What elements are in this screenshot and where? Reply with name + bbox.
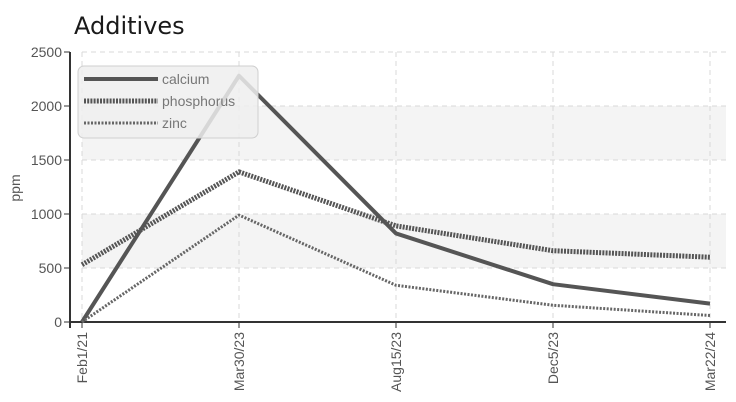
legend-box bbox=[77, 65, 259, 139]
series-line-calcium bbox=[80, 73, 711, 324]
axes bbox=[64, 51, 726, 328]
y-tick-labels: 0 500 1000 1500 2000 2500 bbox=[31, 44, 62, 330]
x-tick-labels: Feb1/21 Mar30/23 Aug15/23 Dec5/23 Mar22/24 bbox=[74, 332, 718, 392]
y-tick-label: 500 bbox=[39, 260, 63, 276]
y-tick-label: 1000 bbox=[31, 206, 62, 222]
y-tick-label: 0 bbox=[54, 314, 62, 330]
series-lines bbox=[80, 73, 711, 324]
y-axis-label: ppm bbox=[7, 174, 23, 201]
grid-band bbox=[82, 214, 726, 268]
legend-label-calcium: calcium bbox=[162, 71, 209, 87]
y-tick-label: 1500 bbox=[31, 152, 62, 168]
legend: calcium phosphorus zinc bbox=[77, 65, 259, 139]
y-tick-label: 2500 bbox=[31, 44, 62, 60]
legend-label-zinc: zinc bbox=[162, 115, 187, 131]
x-tick-label: Feb1/21 bbox=[74, 332, 90, 384]
x-tick-label: Dec5/23 bbox=[545, 332, 561, 384]
x-tick-label: Mar22/24 bbox=[702, 332, 718, 391]
chart-title: Additives bbox=[74, 12, 185, 40]
series-line-zinc bbox=[81, 213, 711, 324]
x-tick-label: Aug15/23 bbox=[388, 332, 404, 392]
y-tick-label: 2000 bbox=[31, 98, 62, 114]
legend-label-phosphorus: phosphorus bbox=[162, 93, 235, 109]
x-tick-label: Mar30/23 bbox=[231, 332, 247, 391]
series-line-phosphorus bbox=[80, 169, 711, 267]
